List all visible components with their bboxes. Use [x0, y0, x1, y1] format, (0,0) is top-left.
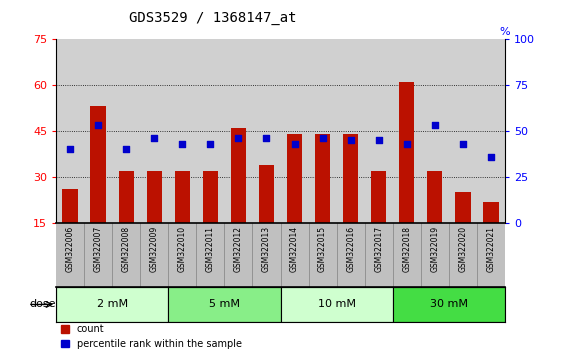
Point	[178, 141, 187, 147]
Point	[290, 141, 299, 147]
Bar	[287, 134, 302, 223]
Bar	[427, 171, 443, 223]
Bar	[62, 189, 78, 223]
Text: GSM322008: GSM322008	[122, 226, 131, 272]
Text: GSM322013: GSM322013	[262, 226, 271, 272]
Bar	[399, 82, 415, 223]
Bar	[315, 134, 330, 223]
Text: GSM322009: GSM322009	[150, 226, 159, 273]
Point	[346, 137, 355, 143]
Point	[318, 136, 327, 141]
Text: GDS3529 / 1368147_at: GDS3529 / 1368147_at	[130, 11, 297, 25]
Bar	[259, 165, 274, 223]
Bar	[455, 192, 471, 223]
Bar	[118, 171, 134, 223]
Text: GSM322006: GSM322006	[66, 226, 75, 273]
Bar	[393, 287, 505, 322]
Point	[206, 141, 215, 147]
Text: dose: dose	[30, 299, 56, 309]
Point	[234, 136, 243, 141]
Text: 2 mM: 2 mM	[96, 299, 128, 309]
Text: GSM322011: GSM322011	[206, 226, 215, 272]
Bar	[168, 287, 280, 322]
Point	[458, 141, 467, 147]
Point	[94, 122, 103, 128]
Text: GSM322018: GSM322018	[402, 226, 411, 272]
Text: GSM322021: GSM322021	[486, 226, 495, 272]
Point	[486, 154, 495, 160]
Point	[262, 136, 271, 141]
Text: GSM322007: GSM322007	[94, 226, 103, 273]
Text: GSM322016: GSM322016	[346, 226, 355, 272]
Bar	[90, 107, 106, 223]
Point	[402, 141, 411, 147]
Bar	[343, 134, 358, 223]
Text: GSM322012: GSM322012	[234, 226, 243, 272]
Text: 5 mM: 5 mM	[209, 299, 240, 309]
Bar	[371, 171, 387, 223]
Text: GSM322019: GSM322019	[430, 226, 439, 272]
Point	[374, 137, 383, 143]
Text: GSM322014: GSM322014	[290, 226, 299, 272]
Bar	[203, 171, 218, 223]
Text: 30 mM: 30 mM	[430, 299, 468, 309]
Legend: count, percentile rank within the sample: count, percentile rank within the sample	[61, 324, 242, 349]
Bar	[174, 171, 190, 223]
Bar	[483, 201, 499, 223]
Point	[150, 136, 159, 141]
Bar	[56, 287, 168, 322]
Text: GSM322020: GSM322020	[458, 226, 467, 272]
Bar	[231, 128, 246, 223]
Point	[122, 147, 131, 152]
Bar	[146, 171, 162, 223]
Text: GSM322017: GSM322017	[374, 226, 383, 272]
Point	[430, 122, 439, 128]
Bar	[280, 287, 393, 322]
Text: 10 mM: 10 mM	[318, 299, 356, 309]
Point	[66, 147, 75, 152]
Text: GSM322015: GSM322015	[318, 226, 327, 272]
Text: %: %	[500, 27, 510, 37]
Text: GSM322010: GSM322010	[178, 226, 187, 272]
